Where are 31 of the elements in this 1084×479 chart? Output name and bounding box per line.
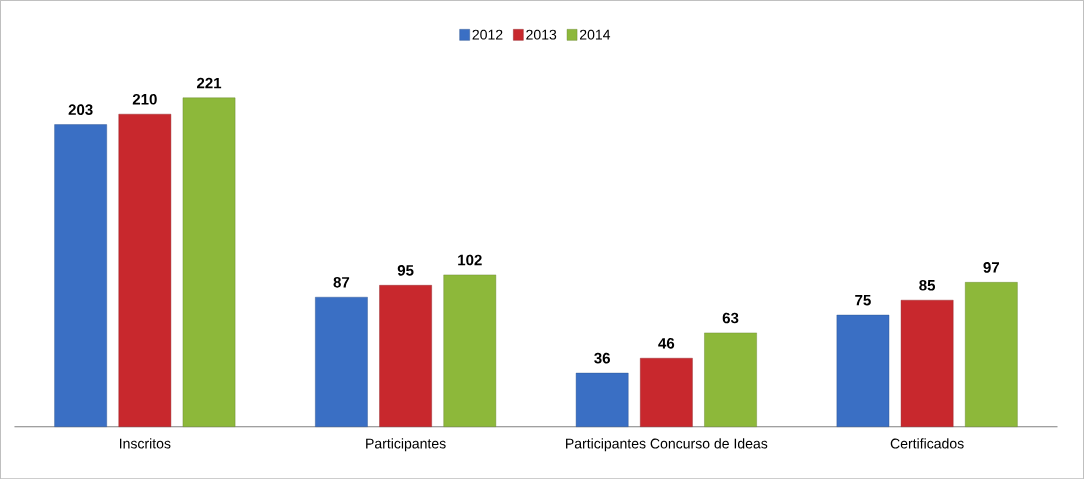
bar bbox=[640, 357, 693, 427]
x-tick-label: Participantes Concurso de Ideas bbox=[566, 438, 768, 452]
x-tick-label: Inscritos bbox=[119, 438, 171, 449]
data-label: 75 bbox=[855, 294, 871, 306]
data-label: 97 bbox=[983, 262, 1000, 273]
legend-label: 2012 bbox=[472, 29, 503, 40]
bar bbox=[315, 296, 368, 427]
bar bbox=[575, 372, 629, 427]
legend-label: 2013 bbox=[526, 29, 557, 40]
bar bbox=[54, 124, 107, 427]
bar bbox=[704, 332, 757, 427]
data-label: 63 bbox=[722, 312, 739, 324]
bar bbox=[379, 285, 432, 427]
bar bbox=[118, 113, 172, 427]
x-tick-label: Certificados bbox=[890, 438, 964, 449]
data-label: 221 bbox=[196, 77, 222, 89]
data-label: 102 bbox=[458, 254, 482, 266]
data-label: 203 bbox=[68, 104, 93, 115]
data-label: 87 bbox=[333, 276, 350, 288]
bar bbox=[443, 274, 497, 427]
bar bbox=[900, 299, 954, 427]
data-label: 210 bbox=[132, 93, 157, 105]
bar bbox=[965, 282, 1018, 427]
data-label: 46 bbox=[658, 337, 675, 349]
bar bbox=[182, 97, 236, 427]
data-label: 85 bbox=[919, 279, 936, 291]
x-tick-label: Participantes bbox=[366, 438, 446, 452]
data-label: 36 bbox=[594, 352, 610, 364]
legend-label: 2014 bbox=[579, 29, 611, 40]
data-label: 95 bbox=[397, 264, 414, 276]
bar bbox=[836, 314, 890, 427]
